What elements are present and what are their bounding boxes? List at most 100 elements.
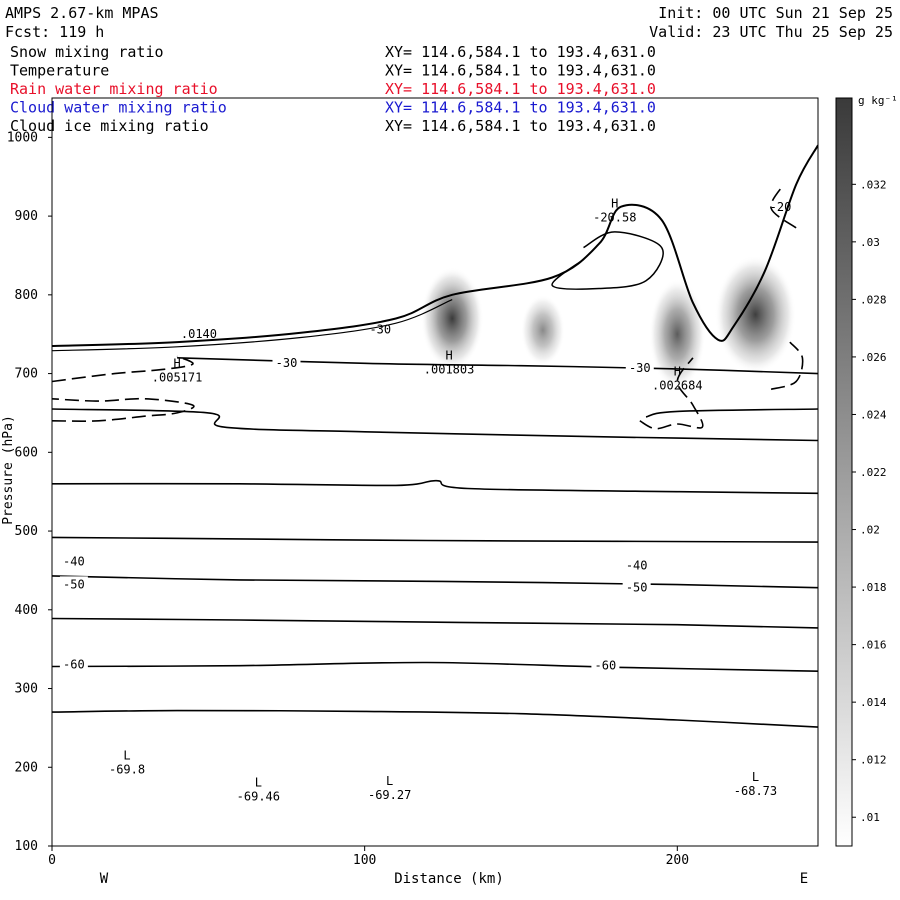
extremum-value: .001803 bbox=[424, 363, 475, 377]
isotherm-line bbox=[52, 408, 818, 442]
y-tick-label: 100 bbox=[15, 839, 38, 854]
mixing-ratio-shading bbox=[420, 255, 797, 390]
field-coords: XY= 114.6,584.1 to 193.4,631.0 bbox=[385, 80, 656, 98]
colorbar-tick-label: .014 bbox=[860, 696, 887, 709]
y-tick-label: 1000 bbox=[7, 130, 38, 145]
extremum-value: -69.27 bbox=[368, 788, 411, 802]
colorbar-tick-label: .01 bbox=[860, 811, 880, 824]
y-tick-label: 900 bbox=[15, 209, 38, 224]
label-bg bbox=[272, 355, 301, 370]
y-tick-label: 700 bbox=[15, 367, 38, 382]
isotherm-line bbox=[645, 408, 818, 418]
extremum-value: .002684 bbox=[652, 378, 703, 392]
isotherm-line bbox=[52, 661, 818, 672]
plot-frame bbox=[51, 97, 819, 847]
x-axis: 0 100 200 bbox=[48, 846, 689, 868]
contour-labels: -60 -60 -50 -50 -40 -40 -30 -30 -30 -20 bbox=[59, 200, 792, 672]
extremum-value: -68.73 bbox=[734, 784, 777, 798]
field-coords: XY= 114.6,584.1 to 193.4,631.0 bbox=[385, 99, 656, 117]
label-bg bbox=[59, 656, 88, 671]
field-name: Cloud water mixing ratio bbox=[10, 99, 227, 117]
label-bg bbox=[625, 359, 654, 374]
colorbar-ticks: .01 .012 .014 .016 .018 .02 .022 .024 .026 .028 .0… bbox=[852, 178, 887, 824]
terrain-line bbox=[52, 144, 818, 347]
extremum-value: .0140 bbox=[181, 327, 217, 341]
colorbar-tick-label: .018 bbox=[860, 581, 887, 594]
extremum-value: -69.46 bbox=[237, 789, 280, 803]
x-axis-label: Distance (km) bbox=[394, 871, 504, 887]
y-tick-label: 800 bbox=[15, 288, 38, 303]
extremum-type: H bbox=[445, 349, 452, 363]
colorbar-ramp bbox=[835, 97, 853, 847]
y-tick-label: 300 bbox=[15, 682, 38, 697]
shading-blob bbox=[649, 279, 706, 390]
isotherm-label: -30 bbox=[629, 361, 651, 375]
colorbar-tick-label: .02 bbox=[860, 524, 880, 537]
isotherm-label: -50 bbox=[63, 577, 85, 591]
label-bg bbox=[59, 553, 88, 568]
y-axis-label: Pressure (hPa) bbox=[1, 415, 16, 525]
field-coords: XY= 114.6,584.1 to 193.4,631.0 bbox=[385, 117, 656, 135]
field-coords: XY= 114.6,584.1 to 193.4,631.0 bbox=[385, 43, 656, 61]
isotherm-line bbox=[52, 709, 818, 728]
label-bg bbox=[59, 576, 88, 591]
colorbar-tick-label: .022 bbox=[860, 466, 887, 479]
y-axis: 100 200 300 400 500 600 700 800 900 1000 bbox=[7, 130, 52, 854]
x-tick-label: 0 bbox=[48, 853, 56, 868]
isotherm-line bbox=[52, 617, 818, 629]
colorbar-tick-label: .028 bbox=[860, 293, 887, 306]
terrain-line-inner bbox=[52, 299, 453, 352]
x-tick-label: 100 bbox=[353, 853, 376, 868]
colorbar-tick-label: .016 bbox=[860, 639, 887, 652]
extremum-type: H bbox=[674, 364, 681, 378]
isotherm-line bbox=[52, 575, 818, 589]
colorbar-unit: g kg⁻¹ bbox=[858, 94, 898, 107]
forecast-hour: Fcst: 119 h bbox=[5, 23, 104, 41]
isotherm-label: -40 bbox=[63, 555, 85, 569]
extremum-type: L bbox=[752, 770, 759, 784]
extremum-type: L bbox=[386, 774, 393, 788]
extremum-type: L bbox=[255, 775, 262, 789]
field-name: Temperature bbox=[10, 62, 109, 80]
field-name: Cloud ice mixing ratio bbox=[10, 117, 209, 135]
extremum-value: -20.58 bbox=[593, 211, 636, 225]
isotherm-label: -40 bbox=[626, 558, 648, 572]
colorbar-tick-label: .032 bbox=[860, 178, 887, 191]
extremum-value: .005171 bbox=[152, 370, 203, 384]
shading-blob bbox=[520, 294, 565, 366]
isotherm-line bbox=[52, 479, 818, 495]
shading-blob bbox=[420, 267, 484, 370]
isotherm-line bbox=[52, 536, 818, 543]
valid-time: Valid: 23 UTC Thu 25 Sep 25 bbox=[649, 23, 893, 41]
extremum-type: H bbox=[611, 197, 618, 211]
isotherm-label: -50 bbox=[626, 581, 648, 595]
contour-label: -20 bbox=[770, 200, 792, 214]
y-tick-label: 200 bbox=[15, 760, 38, 775]
contour-label: -30 bbox=[369, 322, 391, 336]
label-bg bbox=[622, 579, 651, 594]
field-list: Snow mixing ratio XY= 114.6,584.1 to 193.… bbox=[10, 43, 656, 135]
y-tick-label: 600 bbox=[15, 445, 38, 460]
label-bg bbox=[622, 557, 651, 572]
y-tick-label: 400 bbox=[15, 603, 38, 618]
field-name: Snow mixing ratio bbox=[10, 43, 164, 61]
snow-mixing-contour-east bbox=[639, 184, 804, 430]
extremum-value: -69.8 bbox=[109, 763, 145, 777]
colorbar-tick-label: .026 bbox=[860, 351, 887, 364]
colorbar-tick-label: .024 bbox=[860, 408, 887, 421]
colorbar-tick-label: .012 bbox=[860, 754, 887, 767]
label-bg bbox=[591, 657, 620, 672]
colorbar-tick-label: .03 bbox=[860, 236, 880, 249]
y-tick-label: 500 bbox=[15, 524, 38, 539]
extremum-type: L bbox=[123, 749, 130, 763]
temperature-isotherms bbox=[52, 357, 818, 728]
snow-mixing-contour bbox=[52, 355, 195, 422]
east-label: E bbox=[800, 871, 808, 887]
x-tick-label: 200 bbox=[666, 853, 689, 868]
extrema-markers: L-69.8L-69.46L-69.27L-68.73H.005171H.001… bbox=[109, 197, 777, 804]
extremum-type: H bbox=[173, 356, 180, 370]
isotherm-label: -30 bbox=[276, 356, 298, 370]
warm-isotherm-loop bbox=[551, 231, 664, 290]
field-coords: XY= 114.6,584.1 to 193.4,631.0 bbox=[385, 62, 656, 80]
